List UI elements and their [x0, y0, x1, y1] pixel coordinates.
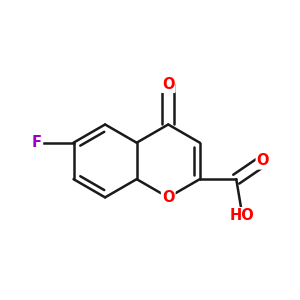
- Text: HO: HO: [230, 208, 255, 223]
- Text: O: O: [162, 190, 175, 205]
- Text: F: F: [32, 135, 42, 150]
- Text: O: O: [162, 77, 175, 92]
- Text: O: O: [257, 153, 269, 168]
